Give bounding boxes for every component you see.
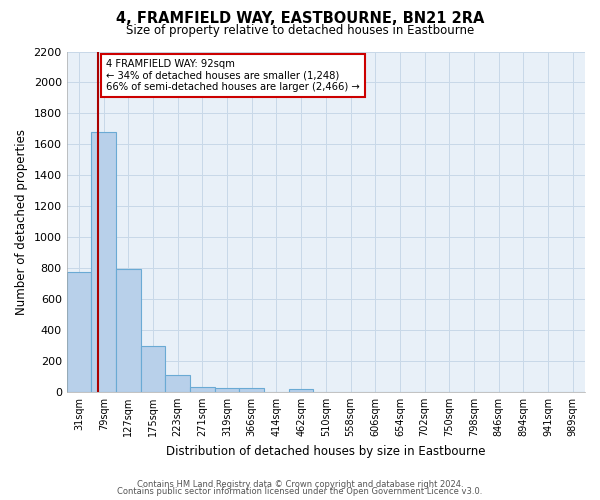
Bar [67, 272, 91, 392]
Bar [239, 388, 264, 392]
Bar [141, 346, 166, 392]
Y-axis label: Number of detached properties: Number of detached properties [15, 128, 28, 314]
Text: 4 FRAMFIELD WAY: 92sqm
← 34% of detached houses are smaller (1,248)
66% of semi-: 4 FRAMFIELD WAY: 92sqm ← 34% of detached… [106, 59, 360, 92]
Bar [91, 132, 116, 392]
Text: 4, FRAMFIELD WAY, EASTBOURNE, BN21 2RA: 4, FRAMFIELD WAY, EASTBOURNE, BN21 2RA [116, 11, 484, 26]
Bar [190, 386, 215, 392]
Text: Contains HM Land Registry data © Crown copyright and database right 2024.: Contains HM Land Registry data © Crown c… [137, 480, 463, 489]
Bar [289, 389, 313, 392]
Bar [166, 375, 190, 392]
Bar [116, 269, 141, 392]
Text: Size of property relative to detached houses in Eastbourne: Size of property relative to detached ho… [126, 24, 474, 37]
X-axis label: Distribution of detached houses by size in Eastbourne: Distribution of detached houses by size … [166, 444, 485, 458]
Text: Contains public sector information licensed under the Open Government Licence v3: Contains public sector information licen… [118, 488, 482, 496]
Bar [215, 388, 239, 392]
